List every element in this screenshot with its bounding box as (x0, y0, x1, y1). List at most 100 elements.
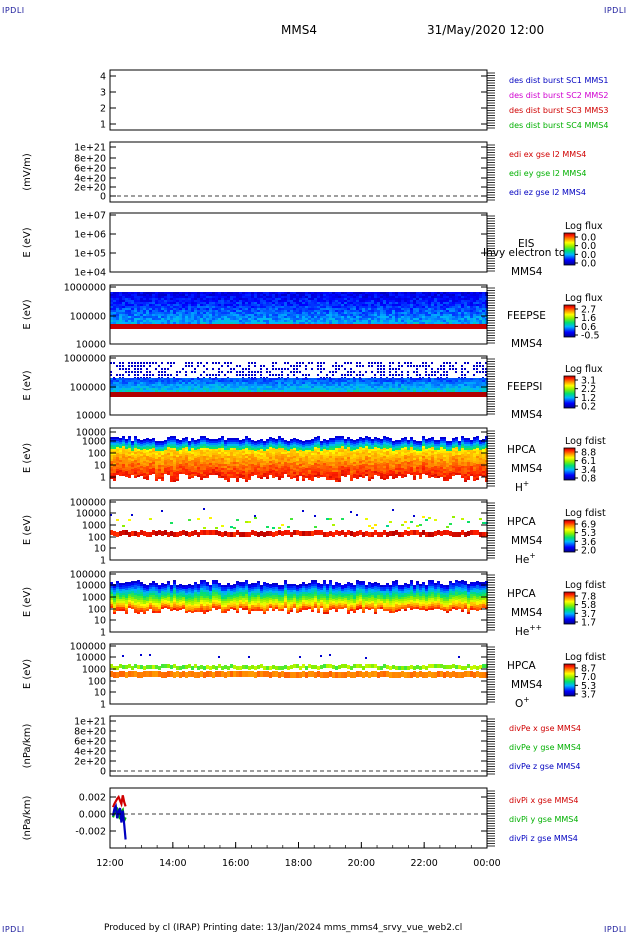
instrument-label: FEEPSI (507, 381, 542, 393)
heatmap-cell (134, 388, 137, 390)
heatmap-cell (227, 314, 230, 316)
heatmap-cell (329, 312, 332, 314)
heatmap-cell (155, 459, 158, 461)
heatmap-cell (260, 439, 263, 441)
heatmap-cell (173, 480, 176, 482)
heatmap-cell (209, 455, 212, 457)
heatmap-cell (311, 453, 314, 455)
heatmap-cell (254, 386, 257, 388)
heatmap-cell (155, 306, 158, 308)
heatmap-cell (137, 386, 140, 388)
heatmap-cell (272, 470, 275, 472)
heatmap-cell (188, 308, 191, 310)
heatmap-cell (161, 463, 164, 465)
y-tick-label: 4 (100, 72, 106, 83)
heatmap-cell (371, 298, 374, 300)
heatmap-cell (212, 465, 215, 467)
heatmap-cell (185, 388, 188, 390)
heatmap-cell (332, 298, 335, 300)
heatmap-cell (392, 300, 395, 302)
heatmap-cell (137, 473, 140, 475)
heatmap-cell (224, 296, 227, 298)
heatmap-cell (122, 388, 125, 390)
heatmap-cell (158, 459, 161, 461)
heatmap-cell (200, 444, 203, 446)
heatmap-cell (260, 302, 263, 304)
heatmap-cell (317, 468, 320, 470)
heatmap-cell (170, 388, 173, 390)
heatmap-cell (305, 312, 308, 314)
heatmap-cell (401, 292, 404, 294)
heatmap-cell (137, 306, 140, 308)
heatmap-cell (155, 463, 158, 465)
heatmap-cell (296, 445, 299, 447)
heatmap-cell (161, 475, 164, 477)
heatmap-cell (203, 302, 206, 304)
heatmap-cell (164, 302, 167, 304)
heatmap-cell (140, 464, 143, 466)
heatmap-cell (155, 308, 158, 310)
heatmap-cell (329, 306, 332, 308)
heatmap-cell (134, 382, 137, 384)
heatmap-cell (125, 302, 128, 304)
panel-frame (109, 212, 488, 273)
heatmap-cell (182, 318, 185, 320)
heatmap-cell (263, 457, 266, 459)
heatmap-cell (125, 467, 128, 469)
heatmap-cell (323, 473, 326, 475)
heatmap-cell (371, 384, 374, 386)
heatmap-cell (281, 460, 284, 462)
heatmap-cell (173, 362, 175, 364)
heatmap-cell (212, 453, 215, 455)
heatmap-cell (404, 318, 407, 320)
heatmap-cell (281, 442, 284, 444)
heatmap-cell (152, 300, 155, 302)
heatmap-cell (263, 308, 266, 310)
heatmap-cell (266, 382, 269, 384)
heatmap-cell (233, 384, 236, 386)
heatmap-cell (317, 446, 320, 448)
heatmap-cell (413, 310, 416, 312)
heatmap-cell (236, 468, 239, 470)
heatmap-cell (119, 296, 122, 298)
heatmap-cell (179, 382, 182, 384)
heatmap-cell (278, 476, 281, 478)
heatmap-cell (281, 378, 284, 380)
heatmap-cell (305, 306, 308, 308)
heatmap-cell (122, 294, 125, 296)
heatmap-cell (335, 322, 338, 324)
heatmap-cell (218, 306, 221, 308)
heatmap-cell (200, 374, 202, 376)
heatmap-cell (110, 378, 113, 380)
heatmap-cell (335, 292, 338, 294)
heatmap-cell (350, 296, 353, 298)
heatmap-cell (215, 382, 218, 384)
heatmap-cell (347, 304, 350, 306)
heatmap-cell (374, 382, 377, 384)
heatmap-cell (314, 304, 317, 306)
heatmap-cell (122, 312, 125, 314)
heatmap-cell (431, 292, 434, 294)
heatmap-cell (113, 455, 116, 457)
heatmap-cell (281, 304, 284, 306)
heatmap-cell (416, 320, 419, 322)
heatmap-cell (179, 304, 182, 306)
heatmap-cell (119, 462, 122, 464)
heatmap-cell (290, 384, 293, 386)
heatmap-cell (329, 446, 332, 448)
heatmap-cell (116, 443, 119, 445)
heatmap-cell (296, 479, 299, 481)
heatmap-cell (422, 382, 425, 384)
heatmap-cell (134, 294, 137, 296)
heatmap-cell (122, 320, 125, 322)
heatmap-cell (479, 378, 482, 380)
heatmap-cell (359, 312, 362, 314)
heatmap-cell (371, 292, 374, 294)
heatmap-cell (152, 440, 155, 442)
heatmap-cell (209, 465, 212, 467)
heatmap-cell (155, 310, 158, 312)
heatmap-cell (275, 465, 278, 467)
heatmap-cell (377, 365, 379, 367)
heatmap-cell (212, 439, 215, 441)
heatmap-cell (314, 322, 317, 324)
